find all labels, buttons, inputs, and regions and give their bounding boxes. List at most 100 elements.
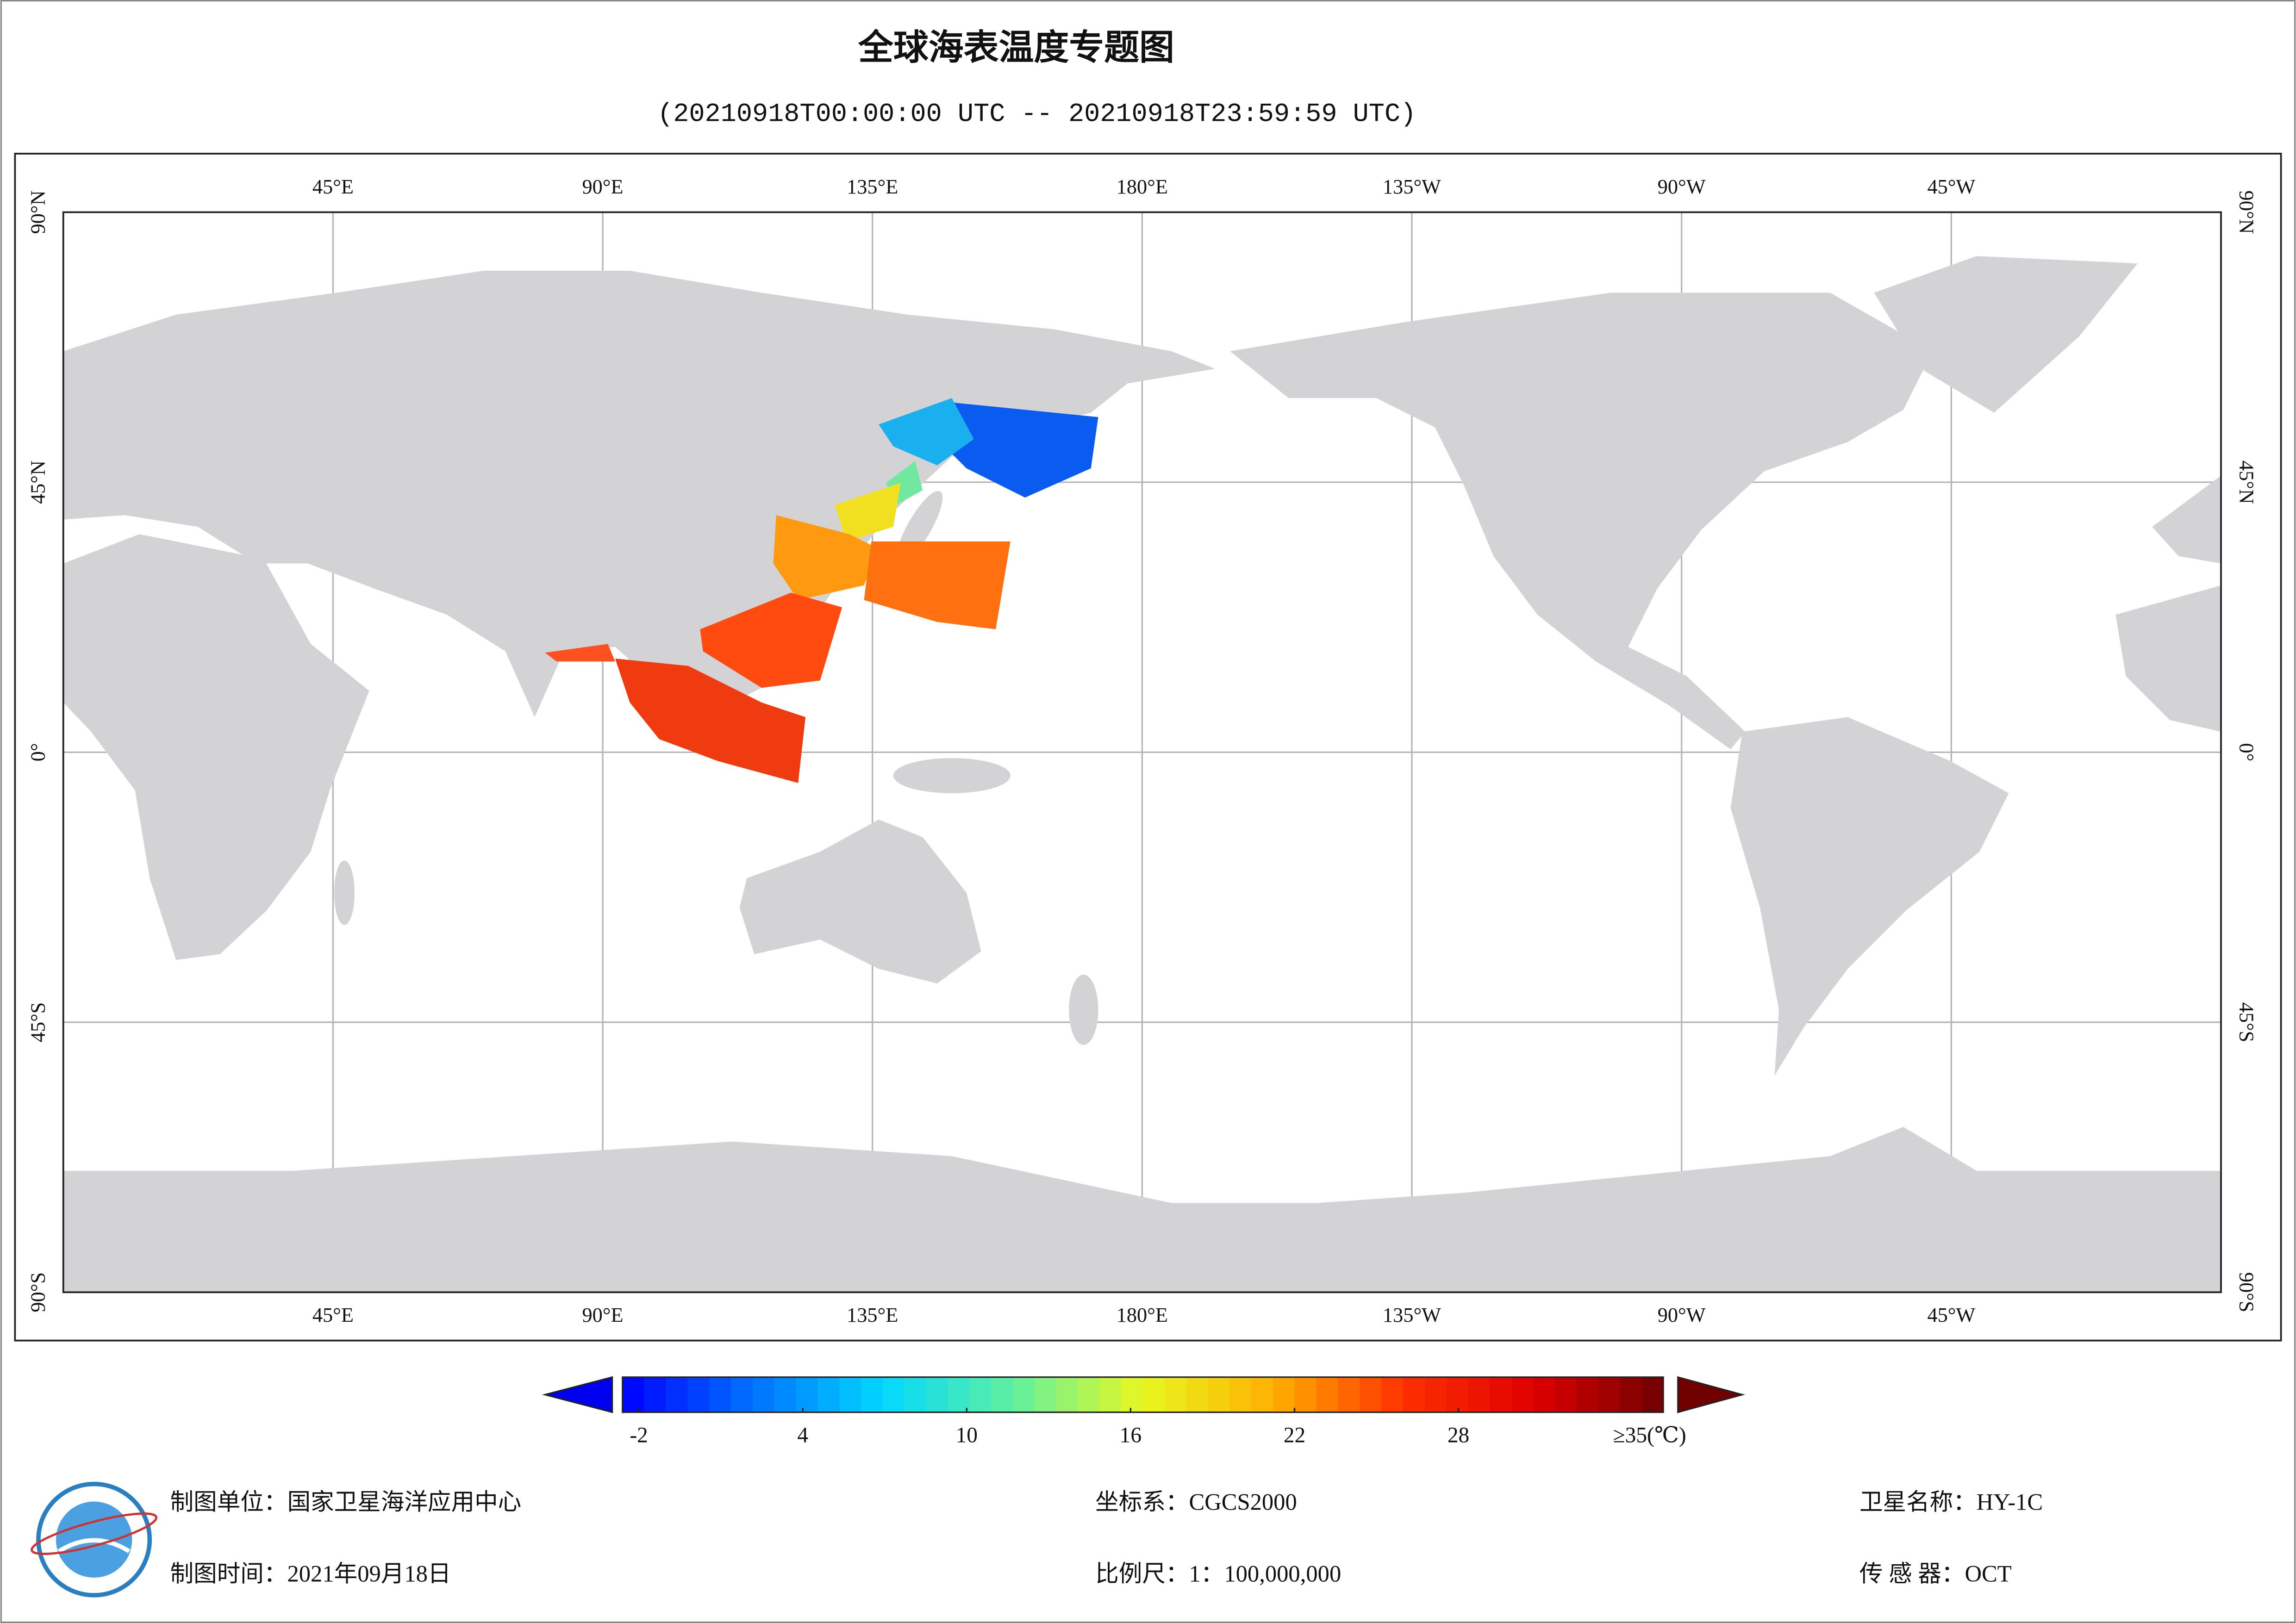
footer-crs: 坐标系：CGCS2000 (1095, 1489, 1297, 1515)
x-tick-label-bottom: 45°W (1927, 1304, 1975, 1326)
australia (739, 819, 981, 984)
x-tick-label-top: 135°W (1383, 175, 1441, 198)
europe-west (2152, 475, 2221, 564)
colorbar-tick-label: 22 (1284, 1423, 1305, 1447)
colorbar-segment (1360, 1377, 1382, 1412)
x-tick-label-top: 90°W (1658, 175, 1706, 198)
colorbar-segment (1142, 1377, 1165, 1412)
colorbar-segment (1338, 1377, 1360, 1412)
colorbar-segment (1598, 1377, 1621, 1412)
colorbar-tick-label: 28 (1447, 1423, 1469, 1447)
colorbar-segment (1533, 1377, 1555, 1412)
colorbar-segment (991, 1377, 1013, 1412)
north-america (1230, 292, 1933, 750)
sst-patch (835, 483, 901, 542)
footer-satellite: 卫星名称：HY-1C (1859, 1489, 2043, 1515)
colorbar-segment (1208, 1377, 1230, 1412)
y-tick-label-left: 90°N (26, 191, 49, 234)
colorbar-segment (666, 1377, 688, 1412)
footer-unit: 制图单位：国家卫星海洋应用中心 (170, 1489, 522, 1515)
logo-wave (57, 1538, 131, 1554)
colorbar-segment (774, 1377, 797, 1412)
colorbar-segment (1164, 1377, 1187, 1412)
colorbar-segment (839, 1377, 861, 1412)
x-tick-label-top: 45°W (1927, 175, 1975, 198)
x-tick-label-bottom: 135°W (1383, 1304, 1441, 1326)
logo-orbit (31, 1512, 158, 1555)
y-tick-label-left: 0° (26, 743, 49, 762)
x-tick-label-top: 180°E (1117, 175, 1168, 198)
new-guinea (893, 758, 1011, 793)
sst-retrievals (545, 398, 1098, 783)
sst-patch (700, 592, 842, 688)
x-tick-label-bottom: 180°E (1117, 1304, 1168, 1326)
map-frame (62, 211, 2222, 1293)
y-tick-label-right: 90°S (2235, 1272, 2258, 1312)
colorbar-tick-label: ≥35(℃) (1613, 1423, 1686, 1447)
colorbar-tick-label: -2 (630, 1423, 648, 1447)
colorbar-segment (817, 1377, 840, 1412)
south-america (1730, 717, 2009, 1076)
colorbar: -2 4 10 16 22 28 ≥35(℃) (622, 1376, 1686, 1447)
land (63, 256, 2221, 1293)
africa (63, 534, 369, 960)
colorbar-tick-label: 16 (1120, 1423, 1142, 1447)
colorbar-segment (752, 1377, 775, 1412)
logo (31, 1481, 158, 1598)
y-tick-label-left: 45°S (26, 1002, 49, 1043)
y-tick-label-right: 45°S (2235, 1002, 2258, 1043)
colorbar-segment (1034, 1377, 1057, 1412)
eurasia (63, 271, 1216, 717)
sst-patch (937, 402, 1098, 498)
sst-patch (879, 398, 974, 466)
map-subtitle: (20210918T00:00:00 UTC -- 20210918T23:59… (657, 100, 1416, 130)
colorbar-segment (1576, 1377, 1599, 1412)
colorbar-segment (1099, 1377, 1122, 1412)
colorbar-segment (709, 1377, 731, 1412)
colorbar-segment (1620, 1377, 1642, 1412)
antarctica (63, 1126, 2221, 1293)
x-tick-label-bottom: 45°E (312, 1304, 354, 1326)
y-tick-label-right: 0° (2235, 743, 2258, 762)
map-title: 全球海表温度专题图 (858, 27, 1174, 68)
sst-patch (545, 644, 615, 662)
colorbar-segment (644, 1377, 667, 1412)
colorbar-segment (948, 1377, 970, 1412)
colorbar-segment (1641, 1377, 1664, 1412)
colorbar-segment (969, 1377, 992, 1412)
madagascar (334, 860, 355, 925)
outer-frame (14, 153, 2282, 1342)
colorbar-tick-label: 4 (797, 1423, 808, 1447)
colorbar-under-arrow (542, 1376, 613, 1413)
colorbar-segment (861, 1377, 883, 1412)
x-tick-label-top: 135°E (847, 175, 898, 198)
colorbar-segment (1316, 1377, 1339, 1412)
colorbar-segment (1511, 1377, 1534, 1412)
colorbar-segment (1056, 1377, 1079, 1412)
colorbar-segment (687, 1377, 710, 1412)
axes: 45°E 45°E 90°E 90°E 135°E 135°E 180°E 180°E 135°… (26, 175, 2258, 1326)
colorbar-segment (1251, 1377, 1273, 1412)
colorbar-over-arrow (1677, 1376, 1745, 1413)
colorbar-segment (926, 1377, 948, 1412)
colorbar-segment (1381, 1377, 1404, 1412)
sst-patch (773, 515, 879, 600)
colorbar-tick-label: 10 (956, 1423, 978, 1447)
x-tick-label-top: 90°E (582, 175, 624, 198)
colorbar-frame (622, 1376, 1664, 1413)
colorbar-segment (1294, 1377, 1317, 1412)
sst-patch (615, 659, 806, 783)
colorbar-segment (730, 1377, 753, 1412)
colorbar-segment (1468, 1377, 1491, 1412)
y-tick-label-right: 45°N (2235, 460, 2258, 504)
colorbar-segment (1446, 1377, 1469, 1412)
y-tick-label-left: 90°S (26, 1272, 49, 1312)
colorbar-segment (1186, 1377, 1209, 1412)
x-tick-label-bottom: 135°E (847, 1304, 898, 1326)
colorbar-segment (1490, 1377, 1512, 1412)
colorbar-segment (1273, 1377, 1295, 1412)
colorbar-segment (622, 1377, 645, 1412)
colorbar-segment (1554, 1377, 1577, 1412)
